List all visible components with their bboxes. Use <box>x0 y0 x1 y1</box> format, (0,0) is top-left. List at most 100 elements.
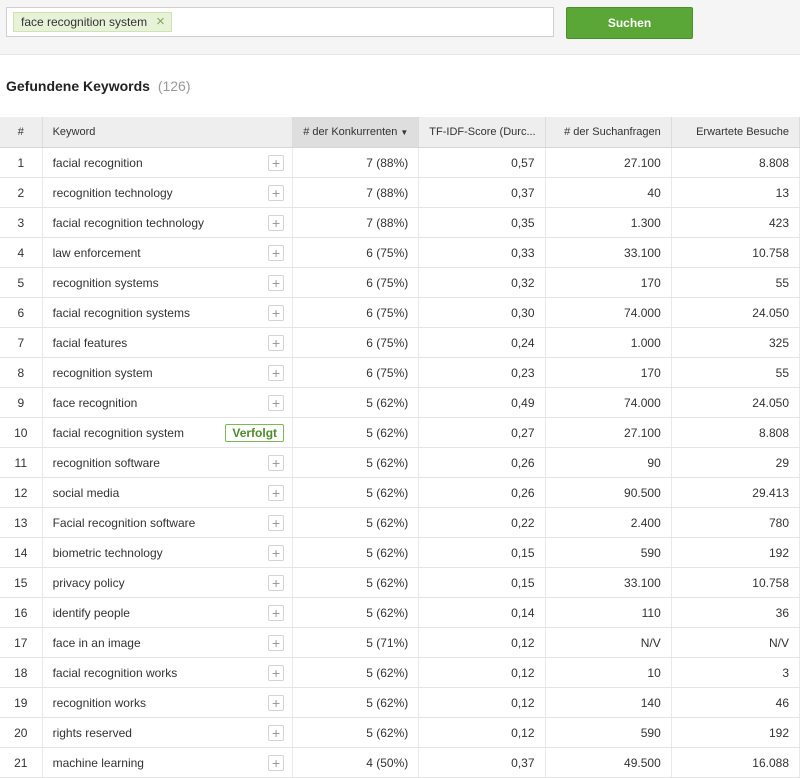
table-row[interactable]: 9 face recognition +5 (62%) 0,49 74.000 24.05… <box>0 387 800 418</box>
table-body: 1 facial recognition +7 (88%) 0,57 27.100 8.8… <box>0 147 800 778</box>
keyword-text[interactable]: recognition technology <box>52 185 173 200</box>
plus-icon[interactable]: + <box>268 724 285 741</box>
plus-icon[interactable]: + <box>268 184 285 201</box>
keyword-text[interactable]: recognition works <box>52 695 146 710</box>
keyword-text[interactable]: Facial recognition software <box>52 515 196 530</box>
keyword-text[interactable]: recognition software <box>52 455 160 470</box>
keyword-text[interactable]: facial recognition <box>52 155 143 170</box>
table-row[interactable]: 15 privacy policy +5 (62%) 0,15 33.100 10.758 <box>0 567 800 598</box>
plus-icon[interactable]: + <box>268 754 285 771</box>
keyword-cell: identify people + <box>42 597 294 628</box>
keyword-text[interactable]: law enforcement <box>52 245 141 260</box>
visits-cell: 10.758 <box>671 567 800 598</box>
table-row[interactable]: 21 machine learning +4 (50%) 0,37 49.500 16.0… <box>0 747 800 778</box>
plus-icon[interactable]: + <box>268 214 285 231</box>
column-header-tfidf[interactable]: TF-IDF-Score (Durc... <box>418 117 546 148</box>
keyword-text[interactable]: facial recognition technology <box>52 215 205 230</box>
searches-cell: 33.100 <box>545 567 672 598</box>
table-row[interactable]: 10 facial recognition system Verfolgt 5 (62… <box>0 417 800 448</box>
plus-icon[interactable]: + <box>268 394 285 411</box>
plus-icon[interactable]: + <box>268 664 285 681</box>
table-row[interactable]: 6 facial recognition systems +6 (75%) 0,30 7… <box>0 297 800 328</box>
plus-icon[interactable]: + <box>268 544 285 561</box>
keyword-cell: recognition systems + <box>42 267 294 298</box>
column-header-index[interactable]: # <box>0 117 43 148</box>
visits-cell: 16.088 <box>671 747 800 778</box>
keyword-text[interactable]: rights reserved <box>52 725 132 740</box>
searches-cell: 590 <box>545 537 672 568</box>
searches-cell: 10 <box>545 657 672 688</box>
plus-icon[interactable]: + <box>268 484 285 501</box>
table-row[interactable]: 12 social media +5 (62%) 0,26 90.500 29.413 <box>0 477 800 508</box>
plus-icon[interactable]: + <box>268 244 285 261</box>
keyword-cell: rights reserved + <box>42 717 294 748</box>
searches-cell: 49.500 <box>545 747 672 778</box>
plus-icon[interactable]: + <box>268 574 285 591</box>
keyword-text[interactable]: face in an image <box>52 635 141 650</box>
plus-icon[interactable]: + <box>268 274 285 291</box>
table-row[interactable]: 19 recognition works +5 (62%) 0,12 140 46 <box>0 687 800 718</box>
keyword-text[interactable]: recognition systems <box>52 275 159 290</box>
plus-icon[interactable]: + <box>268 154 285 171</box>
column-header-searches[interactable]: # der Suchanfragen <box>545 117 672 148</box>
searches-cell: 27.100 <box>545 417 672 448</box>
table-row[interactable]: 8 recognition system +6 (75%) 0,23 170 55 <box>0 357 800 388</box>
keyword-text[interactable]: privacy policy <box>52 575 125 590</box>
keyword-text[interactable]: identify people <box>52 605 130 620</box>
row-index: 17 <box>0 627 43 658</box>
close-icon[interactable]: × <box>156 13 165 30</box>
plus-icon[interactable]: + <box>268 514 285 531</box>
table-row[interactable]: 1 facial recognition +7 (88%) 0,57 27.100 8.8… <box>0 147 800 178</box>
column-header-keyword[interactable]: Keyword <box>42 117 294 148</box>
keyword-text[interactable]: recognition system <box>52 365 153 380</box>
keyword-text[interactable]: machine learning <box>52 755 144 770</box>
competitors-cell: 5 (62%) <box>292 717 420 748</box>
table-row[interactable]: 11 recognition software +5 (62%) 0,26 90 29 <box>0 447 800 478</box>
table-row[interactable]: 14 biometric technology +5 (62%) 0,15 590 192 <box>0 537 800 568</box>
table-row[interactable]: 13 Facial recognition software +5 (62%) 0,2… <box>0 507 800 538</box>
plus-icon[interactable]: + <box>268 604 285 621</box>
column-header-label: # <box>17 126 24 138</box>
keyword-text[interactable]: facial recognition system <box>52 425 184 440</box>
table-row[interactable]: 20 rights reserved +5 (62%) 0,12 590 192 <box>0 717 800 748</box>
visits-cell: 423 <box>671 207 800 238</box>
row-index: 20 <box>0 717 43 748</box>
plus-icon[interactable]: + <box>268 334 285 351</box>
searches-cell: 140 <box>545 687 672 718</box>
column-header-competitors[interactable]: # der Konkurrenten ▼ <box>292 117 420 148</box>
table-row[interactable]: 7 facial features +6 (75%) 0,24 1.000 325 <box>0 327 800 358</box>
keyword-text[interactable]: face recognition <box>52 395 138 410</box>
row-index: 18 <box>0 657 43 688</box>
column-header-label: Erwartete Besuche <box>696 126 789 138</box>
table-row[interactable]: 18 facial recognition works +5 (62%) 0,12 10… <box>0 657 800 688</box>
plus-icon[interactable]: + <box>268 304 285 321</box>
row-index: 15 <box>0 567 43 598</box>
keyword-cell: privacy policy + <box>42 567 294 598</box>
keyword-cell: facial recognition works + <box>42 657 294 688</box>
row-index: 1 <box>0 147 43 178</box>
table-row[interactable]: 4 law enforcement +6 (75%) 0,33 33.100 10.758 <box>0 237 800 268</box>
plus-icon[interactable]: + <box>268 634 285 651</box>
table-row[interactable]: 5 recognition systems +6 (75%) 0,32 170 55 <box>0 267 800 298</box>
plus-icon[interactable]: + <box>268 364 285 381</box>
keyword-text[interactable]: facial recognition works <box>52 665 178 680</box>
table-row[interactable]: 2 recognition technology +7 (88%) 0,37 40 13 <box>0 177 800 208</box>
column-header-visits[interactable]: Erwartete Besuche <box>671 117 800 148</box>
tfidf-cell: 0,15 <box>418 537 546 568</box>
table-row[interactable]: 3 facial recognition technology +7 (88%) 0,… <box>0 207 800 238</box>
keyword-text[interactable]: social media <box>52 485 120 500</box>
keyword-text[interactable]: biometric technology <box>52 545 163 560</box>
plus-icon[interactable]: + <box>268 454 285 471</box>
plus-icon[interactable]: + <box>268 694 285 711</box>
competitors-cell: 5 (62%) <box>292 387 420 418</box>
table-row[interactable]: 17 face in an image +5 (71%) 0,12 N/V N/V <box>0 627 800 658</box>
keyword-cell: facial features + <box>42 327 294 358</box>
keyword-text[interactable]: facial recognition systems <box>52 305 190 320</box>
search-button[interactable]: Suchen <box>566 7 693 39</box>
search-input[interactable]: face recognition system × <box>6 7 554 37</box>
keyword-text[interactable]: facial features <box>52 335 128 350</box>
keyword-cell: biometric technology + <box>42 537 294 568</box>
tracked-badge[interactable]: Verfolgt <box>225 423 285 442</box>
table-row[interactable]: 16 identify people +5 (62%) 0,14 110 36 <box>0 597 800 628</box>
searches-cell: 1.300 <box>545 207 672 238</box>
